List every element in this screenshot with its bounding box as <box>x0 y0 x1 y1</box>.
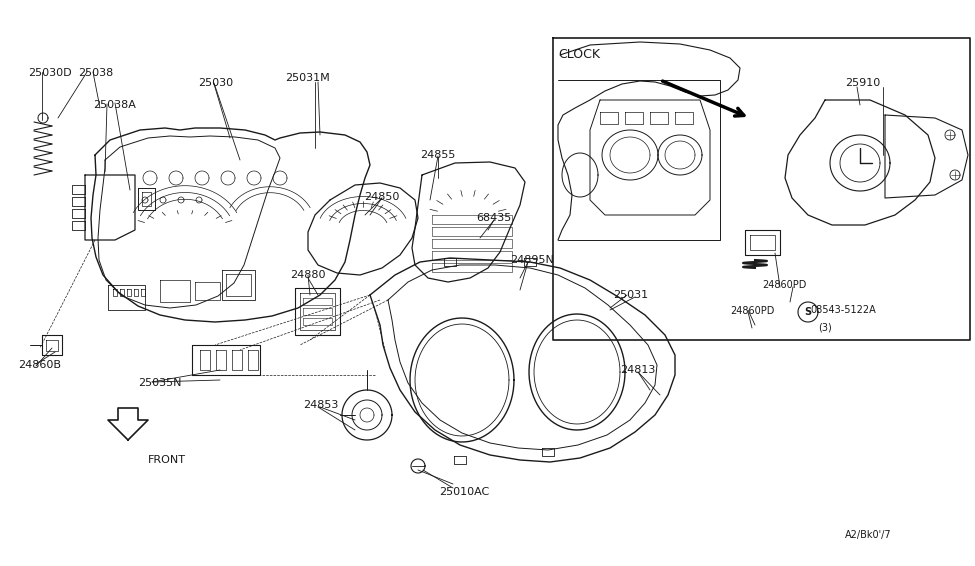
Text: 24853: 24853 <box>303 400 338 410</box>
Text: 24880: 24880 <box>290 270 326 280</box>
Text: FRONT: FRONT <box>148 455 186 465</box>
Text: 25910: 25910 <box>845 78 880 88</box>
Text: 25031: 25031 <box>613 290 648 300</box>
Text: 25038A: 25038A <box>93 100 136 110</box>
Text: 24860B: 24860B <box>18 360 61 370</box>
Text: 24860PD: 24860PD <box>730 306 774 316</box>
Text: A2/Bk0'/7: A2/Bk0'/7 <box>845 530 891 540</box>
Text: 24813: 24813 <box>620 365 655 375</box>
Text: CLOCK: CLOCK <box>558 48 600 61</box>
Text: 24860PD: 24860PD <box>762 280 806 290</box>
Text: 24895N: 24895N <box>510 255 554 265</box>
Text: (3): (3) <box>818 323 832 333</box>
Text: S: S <box>804 307 811 317</box>
Text: 25031M: 25031M <box>285 73 330 83</box>
Text: 68435: 68435 <box>476 213 511 223</box>
Text: 25035N: 25035N <box>138 378 181 388</box>
Text: 08543-5122A: 08543-5122A <box>810 305 876 315</box>
Text: 25030: 25030 <box>198 78 233 88</box>
Text: 25010AC: 25010AC <box>439 487 489 497</box>
Text: 24850: 24850 <box>364 192 400 202</box>
Text: 25038: 25038 <box>78 68 113 78</box>
Text: 25030D: 25030D <box>28 68 71 78</box>
Text: 24855: 24855 <box>420 150 455 160</box>
